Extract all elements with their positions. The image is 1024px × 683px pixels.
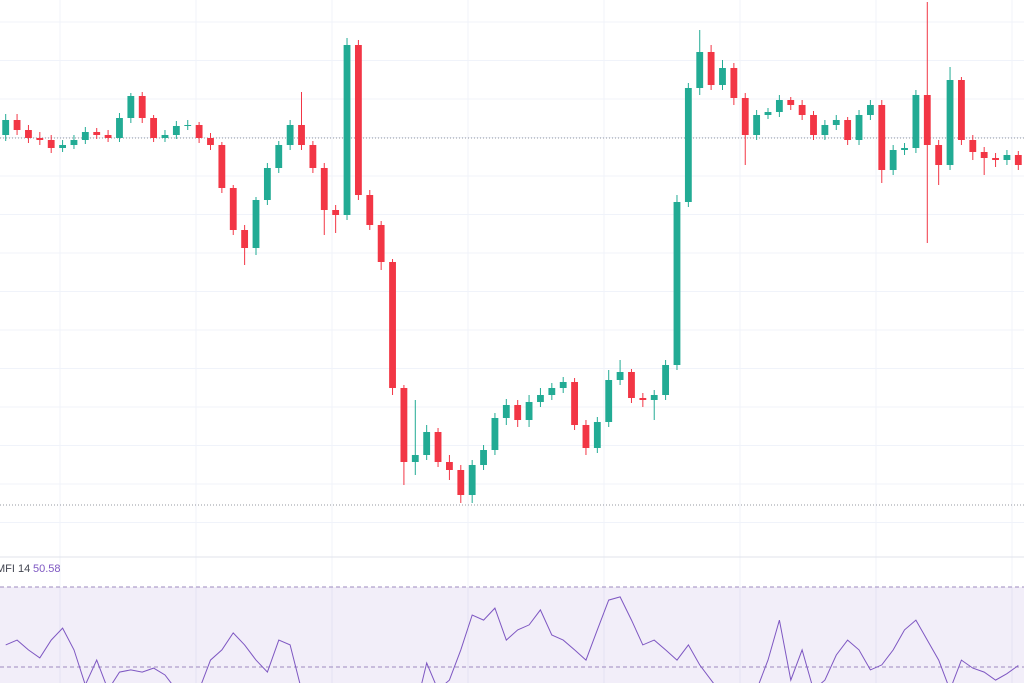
- candle-body: [13, 120, 21, 130]
- candle-body: [673, 202, 681, 365]
- candle-body: [389, 262, 396, 388]
- candle-body: [161, 135, 169, 138]
- candle-body: [571, 382, 578, 425]
- candle-body: [354, 45, 362, 195]
- candle-body: [423, 432, 431, 455]
- candle-body: [36, 138, 44, 140]
- candle-body: [138, 96, 146, 118]
- candle-body: [252, 200, 260, 248]
- candle-body: [400, 388, 408, 462]
- candle-body: [241, 230, 249, 248]
- candle-body: [992, 158, 999, 160]
- candle-body: [662, 365, 670, 395]
- candle-body: [2, 120, 10, 135]
- candle-body: [628, 372, 635, 398]
- candle-body: [764, 112, 772, 115]
- candle-body: [434, 432, 442, 462]
- candle-body: [901, 148, 908, 150]
- candle-body: [150, 118, 158, 138]
- candle-body: [377, 225, 385, 262]
- candle-body: [810, 115, 817, 135]
- candle-body: [821, 125, 829, 135]
- candle-body: [741, 98, 749, 135]
- candle-body: [878, 105, 886, 170]
- candle-body: [616, 372, 624, 380]
- candle-body: [70, 140, 78, 145]
- candle-body: [309, 145, 317, 168]
- candle-body: [366, 195, 374, 225]
- candle-body: [275, 145, 283, 168]
- candle-body: [650, 395, 658, 400]
- candle-body: [923, 95, 931, 145]
- candle-body: [332, 210, 340, 215]
- candle-body: [866, 105, 874, 115]
- candle-body: [525, 402, 533, 420]
- candle-body: [81, 132, 89, 140]
- candle-body: [411, 455, 419, 462]
- candle-body: [184, 125, 192, 126]
- candle-body: [229, 188, 237, 230]
- candle-body: [343, 45, 351, 215]
- candle-body: [502, 405, 510, 418]
- indicator-title: MFI 14: [0, 563, 30, 575]
- candle-body: [912, 95, 920, 148]
- candle-body: [218, 145, 226, 188]
- candle-body: [491, 418, 499, 450]
- candle-body: [207, 138, 214, 145]
- candle-body: [969, 140, 977, 152]
- mfi-line: [5, 596, 1019, 683]
- candle-body: [480, 450, 487, 465]
- candle-body: [195, 125, 203, 138]
- candle-body: [93, 132, 101, 135]
- candle-body: [457, 470, 465, 495]
- candle-body: [537, 395, 544, 402]
- candle-body: [639, 398, 647, 400]
- candle-body: [127, 96, 135, 118]
- candle-body: [320, 168, 328, 210]
- candle-body: [889, 150, 897, 170]
- candle-body: [696, 52, 704, 88]
- candles: [2, 2, 1022, 503]
- candle-body: [263, 168, 271, 200]
- mfi-pane: [0, 586, 1024, 683]
- candle-body: [775, 100, 783, 112]
- candle-body: [787, 100, 795, 105]
- candle-body: [844, 120, 852, 140]
- candle-body: [1014, 155, 1022, 165]
- candle-body: [548, 388, 556, 395]
- candle-body: [116, 118, 123, 138]
- candle-body: [593, 422, 601, 448]
- candle-body: [753, 115, 761, 135]
- candle-body: [59, 145, 66, 148]
- candle-body: [559, 382, 567, 388]
- candle-body: [446, 462, 453, 470]
- candle-body: [980, 152, 988, 158]
- candle-body: [946, 80, 954, 165]
- candle-body: [707, 52, 715, 85]
- candle-body: [1003, 155, 1011, 160]
- candle-body: [958, 80, 965, 140]
- candle-body: [47, 140, 55, 148]
- candle-body: [298, 125, 305, 145]
- candle-body: [730, 68, 738, 98]
- candle-body: [832, 120, 840, 125]
- candle-body: [605, 380, 613, 422]
- candle-body: [798, 105, 806, 115]
- candle-body: [582, 425, 590, 448]
- candle-body: [855, 115, 863, 140]
- candle-body: [172, 126, 180, 135]
- candle-body: [468, 465, 476, 495]
- candle-body: [684, 88, 692, 202]
- candle-body: [514, 405, 522, 420]
- candle-body: [935, 145, 943, 165]
- indicator-value: 50.58: [33, 563, 61, 575]
- candle-body: [104, 135, 112, 138]
- candle-body: [286, 125, 294, 145]
- candle-body: [719, 68, 726, 85]
- candle-body: [25, 130, 32, 138]
